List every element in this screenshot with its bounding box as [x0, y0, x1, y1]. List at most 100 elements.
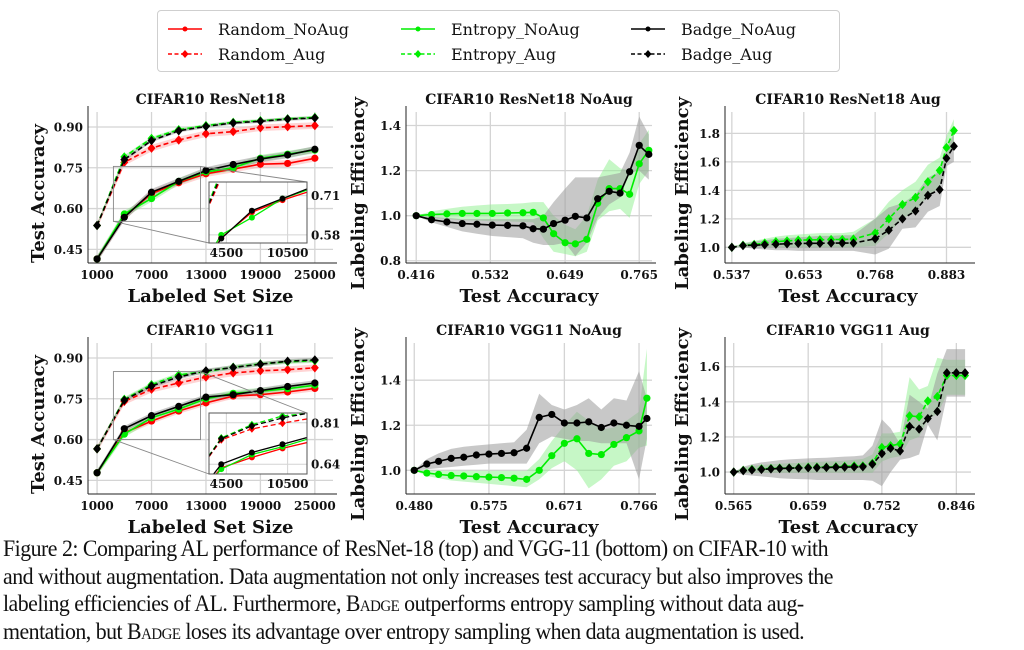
- data-point-entropy_aug: [432, 399, 439, 407]
- data-point-random_aug: [402, 134, 409, 142]
- data-point-badge_aug: [783, 239, 792, 249]
- y-axis-label: Labeling Efficiency: [348, 327, 369, 521]
- confidence-band-entropy_aug: [731, 119, 954, 248]
- data-point-entropy_noaug: [341, 430, 347, 436]
- data-point-entropy_noaug: [447, 471, 455, 480]
- data-point-entropy_aug: [949, 125, 958, 136]
- legend-swatch: [168, 50, 202, 58]
- y-tick-label: 1.4: [380, 374, 401, 388]
- y-tick-label: 1.2: [380, 164, 401, 178]
- caption-text: mentation, but: [3, 618, 128, 645]
- x-axis-label: Test Accuracy: [459, 517, 599, 538]
- data-point-badge_noaug: [256, 155, 265, 163]
- legend-item-random-noaug: Random_NoAug: [168, 18, 349, 40]
- series-line-badge_noaug: [217, 188, 307, 243]
- data-point-badge_aug: [815, 238, 824, 249]
- data-point-random_noaug: [402, 176, 408, 182]
- data-point-badge_noaug: [594, 195, 602, 203]
- data-point-random_aug: [340, 410, 347, 418]
- data-point-random_aug: [187, 244, 194, 252]
- data-point-entropy_noaug: [218, 466, 225, 473]
- data-point-entropy_noaug: [458, 209, 466, 218]
- x-tick-label: 19000: [240, 499, 282, 513]
- data-point-badge_noaug: [229, 160, 237, 169]
- data-point-badge_aug: [750, 240, 759, 250]
- data-point-entropy_aug: [877, 442, 886, 453]
- zoom-connector-line: [200, 165, 308, 183]
- y-tick-label: 0.90: [54, 120, 83, 134]
- data-point-random_aug: [283, 122, 292, 132]
- data-point-badge_noaug: [535, 413, 543, 421]
- y-axis-label: Labeling Efficiency: [672, 96, 693, 290]
- data-point-entropy_noaug: [427, 210, 436, 219]
- data-point-entropy_noaug: [423, 469, 431, 477]
- data-point-badge_noaug: [503, 221, 512, 229]
- data-point-badge_aug: [202, 121, 210, 132]
- data-point-entropy_aug: [935, 165, 944, 176]
- data-point-badge_noaug: [248, 449, 255, 456]
- inset-x-tick-label: 10500: [267, 477, 309, 491]
- y-tick-label: 1.2: [380, 419, 401, 433]
- series-line-badge_noaug: [212, 436, 307, 474]
- x-tick-label: 7000: [135, 499, 168, 513]
- inset-y-tick-label: 0.64: [311, 458, 340, 472]
- legend-item-entropy-noaug: Entropy_NoAug: [401, 18, 580, 40]
- data-point-entropy_noaug: [503, 209, 512, 217]
- data-point-entropy_aug: [279, 137, 286, 145]
- confidence-band-badge_noaug: [414, 371, 647, 480]
- data-point-random_aug: [402, 407, 409, 415]
- data-point-badge_noaug: [626, 168, 634, 176]
- data-point-badge_aug: [340, 130, 347, 138]
- panel-title: CIFAR10 ResNet18: [136, 92, 286, 108]
- data-point-random_aug: [174, 135, 183, 145]
- caption-line: and without augmentation. Data augmentat…: [3, 564, 952, 592]
- data-point-entropy_aug: [340, 129, 347, 137]
- data-point-random_noaug: [284, 159, 292, 168]
- series-line-badge_aug: [209, 413, 307, 458]
- data-point-badge_noaug: [435, 457, 443, 465]
- y-tick-label: 0.75: [54, 161, 83, 175]
- data-point-badge_aug: [757, 464, 766, 475]
- data-point-badge_noaug: [616, 189, 624, 197]
- data-point-entropy_noaug: [510, 474, 518, 482]
- y-axis-label: Labeling Efficiency: [672, 327, 693, 521]
- y-tick-label: 1.0: [699, 241, 720, 255]
- data-point-badge_aug: [905, 421, 914, 432]
- panel-vgg11-noaug-efficiency: 0.480 0.575 0.671 0.766 1.0 1.2 1.4 CIFAR10 VGG…: [348, 323, 658, 538]
- data-point-entropy_aug: [942, 142, 951, 153]
- caption-method-name: Badge: [127, 618, 181, 645]
- data-point-badge_noaug: [371, 427, 377, 433]
- data-point-badge_aug: [187, 478, 194, 486]
- data-point-badge_aug: [249, 149, 256, 157]
- panel-title: CIFAR10 VGG11 NoAug: [436, 323, 622, 339]
- y-tick-label: 0.8: [380, 254, 401, 268]
- data-point-badge_aug: [229, 118, 238, 128]
- legend-swatch: [168, 26, 202, 32]
- plot-area: [729, 349, 970, 487]
- data-point-random_noaug: [433, 425, 439, 431]
- data-point-entropy_aug: [371, 402, 378, 410]
- y-tick-label: 1.0: [380, 209, 401, 223]
- data-point-badge_noaug: [458, 219, 466, 228]
- y-tick-label: 1.2: [699, 212, 720, 226]
- data-point-entropy_noaug: [571, 240, 579, 248]
- y-axis-label: Labeling Efficiency: [348, 96, 369, 290]
- inset-plot-area: [187, 399, 439, 486]
- data-point-random_noaug: [371, 431, 377, 437]
- plot-area: [727, 119, 958, 255]
- data-point-badge_aug: [935, 184, 944, 195]
- data-point-badge_noaug: [341, 431, 347, 437]
- legend-swatch: [631, 26, 665, 32]
- caption-text: labeling efficiencies of AL. Furthermore…: [3, 591, 346, 618]
- legend-swatch: [401, 26, 435, 32]
- panel-vgg11-accuracy: 1000 7000 13000 19000 25000 0.45 0.60 0.75 0.90 C…: [28, 323, 439, 538]
- data-point-entropy_noaug: [472, 473, 480, 481]
- data-point-entropy_noaug: [460, 472, 468, 480]
- data-point-badge_aug: [849, 238, 858, 248]
- legend-item-entropy-aug: Entropy_Aug: [401, 43, 556, 65]
- data-point-entropy_aug: [340, 405, 347, 413]
- data-point-badge_aug: [739, 465, 748, 476]
- data-point-badge_noaug: [550, 219, 558, 228]
- legend-item-badge-noaug: Badge_NoAug: [631, 18, 796, 40]
